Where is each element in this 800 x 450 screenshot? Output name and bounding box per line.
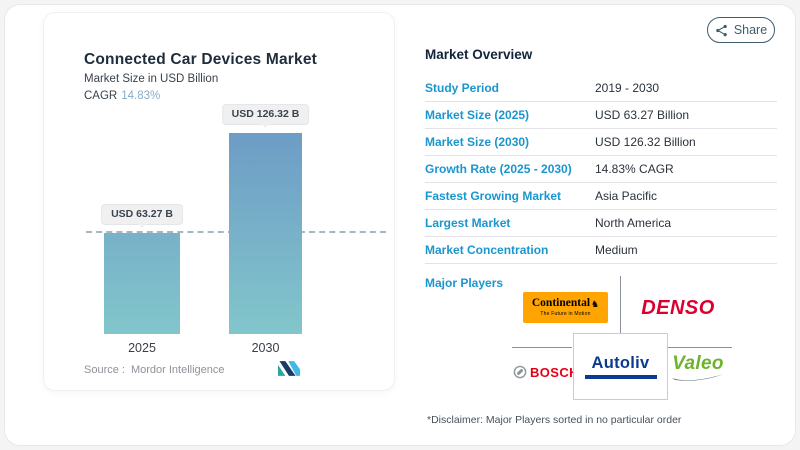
share-button[interactable]: Share — [707, 17, 775, 43]
continental-wordmark: Continental — [531, 297, 591, 310]
cagr-label: CAGR — [84, 90, 118, 102]
table-row: Study Period 2019 - 2030 — [425, 75, 777, 102]
row-value: Asia Pacific — [595, 189, 658, 203]
valeo-logo: Valeo — [670, 354, 726, 383]
bosch-armature-icon — [513, 365, 527, 379]
table-row: Market Size (2025) USD 63.27 Billion — [425, 102, 777, 129]
row-value: North America — [595, 216, 672, 230]
mordor-intelligence-logo — [278, 361, 300, 381]
row-value: 2019 - 2030 — [595, 81, 660, 95]
overview-heading: Market Overview — [425, 47, 533, 62]
row-value: USD 126.32 Billion — [595, 135, 696, 149]
share-icon — [715, 24, 728, 37]
row-label: Fastest Growing Market — [425, 189, 562, 203]
row-value: USD 63.27 Billion — [595, 108, 690, 122]
players-grid-horizontal-line-right — [667, 347, 732, 348]
disclaimer-text: *Disclaimer: Major Players sorted in no … — [427, 414, 682, 426]
bosch-wordmark: BOSCH — [530, 364, 579, 380]
bar-value-label-2030: USD 126.32 B — [221, 104, 310, 128]
players-grid-vertical-line — [620, 276, 621, 333]
chart-title: Connected Car Devices Market — [84, 51, 318, 68]
continental-logo: Continental ♞ The Future in Motion — [523, 292, 608, 323]
table-row: Market Size (2030) USD 126.32 Billion — [425, 129, 777, 156]
bosch-logo: BOSCH — [513, 364, 579, 380]
continental-tagline: The Future in Motion — [540, 310, 591, 317]
row-value: 14.83% CAGR — [595, 162, 674, 176]
autoliv-wordmark: Autoliv — [591, 354, 650, 373]
source-label: Source : — [84, 364, 125, 376]
bar-2030 — [229, 133, 302, 334]
source-row: Source : Mordor Intelligence — [84, 364, 225, 376]
share-label: Share — [733, 23, 768, 37]
bar-value-label-2025: USD 63.27 B — [101, 204, 183, 228]
bar-2025 — [104, 233, 180, 334]
table-row: Fastest Growing Market Asia Pacific — [425, 183, 777, 210]
x-axis-label-2030: 2030 — [251, 341, 280, 355]
row-label: Market Size (2030) — [425, 135, 530, 149]
autoliv-logo: Autoliv — [573, 333, 668, 400]
chart-subtitle: Market Size in USD Billion — [84, 73, 219, 85]
row-value: Medium — [595, 243, 638, 257]
row-label: Study Period — [425, 81, 500, 95]
valeo-wordmark: Valeo — [672, 353, 724, 374]
row-label: Largest Market — [425, 216, 511, 230]
chart-cagr: CAGR 14.83% — [84, 90, 160, 102]
table-row: Growth Rate (2025 - 2030) 14.83% CAGR — [425, 156, 777, 183]
overview-table: Study Period 2019 - 2030 Market Size (20… — [425, 75, 777, 264]
table-row: Market Concentration Medium — [425, 237, 777, 264]
cagr-value: 14.83% — [121, 90, 161, 102]
major-players-label: Major Players — [425, 276, 504, 290]
denso-logo: DENSO — [641, 296, 715, 319]
table-row: Largest Market North America — [425, 210, 777, 237]
source-value: Mordor Intelligence — [130, 364, 225, 376]
row-label: Growth Rate (2025 - 2030) — [425, 162, 572, 176]
row-label: Market Size (2025) — [425, 108, 530, 122]
valeo-swoosh — [670, 374, 726, 383]
players-grid-horizontal-line-left — [512, 347, 572, 348]
x-axis-label-2025: 2025 — [128, 341, 156, 355]
chart-card: Connected Car Devices Market Market Size… — [43, 12, 395, 391]
continental-horse-icon: ♞ — [591, 298, 600, 309]
row-label: Market Concentration — [425, 243, 549, 257]
autoliv-underline — [584, 375, 657, 379]
